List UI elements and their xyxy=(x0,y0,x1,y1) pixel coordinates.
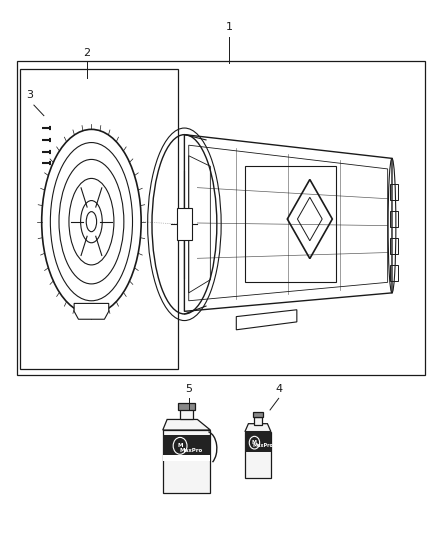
Bar xyxy=(390,238,399,254)
Polygon shape xyxy=(74,303,109,319)
Bar xyxy=(180,408,194,419)
Bar xyxy=(245,431,271,452)
Text: 2: 2 xyxy=(84,48,91,58)
Bar xyxy=(177,208,192,240)
Bar xyxy=(178,402,195,410)
Bar xyxy=(20,69,178,369)
Bar xyxy=(390,184,399,200)
Text: 5: 5 xyxy=(185,384,192,394)
Bar xyxy=(245,166,336,282)
Text: MaxPro: MaxPro xyxy=(179,448,202,453)
Polygon shape xyxy=(245,424,271,432)
Bar xyxy=(163,430,210,494)
Polygon shape xyxy=(163,419,210,430)
Text: MaxPro: MaxPro xyxy=(253,443,274,448)
Circle shape xyxy=(249,437,260,449)
Text: 3: 3 xyxy=(26,91,33,100)
Bar xyxy=(17,61,425,375)
Text: M: M xyxy=(177,443,183,448)
Bar xyxy=(163,435,210,461)
Bar xyxy=(254,417,262,425)
Text: M: M xyxy=(252,440,257,445)
Bar xyxy=(245,432,271,478)
Bar xyxy=(253,413,263,417)
Text: 4: 4 xyxy=(275,384,282,394)
Text: 1: 1 xyxy=(226,22,233,32)
Bar xyxy=(390,211,399,227)
Bar xyxy=(163,455,210,461)
Circle shape xyxy=(173,438,187,454)
Bar xyxy=(390,265,399,280)
